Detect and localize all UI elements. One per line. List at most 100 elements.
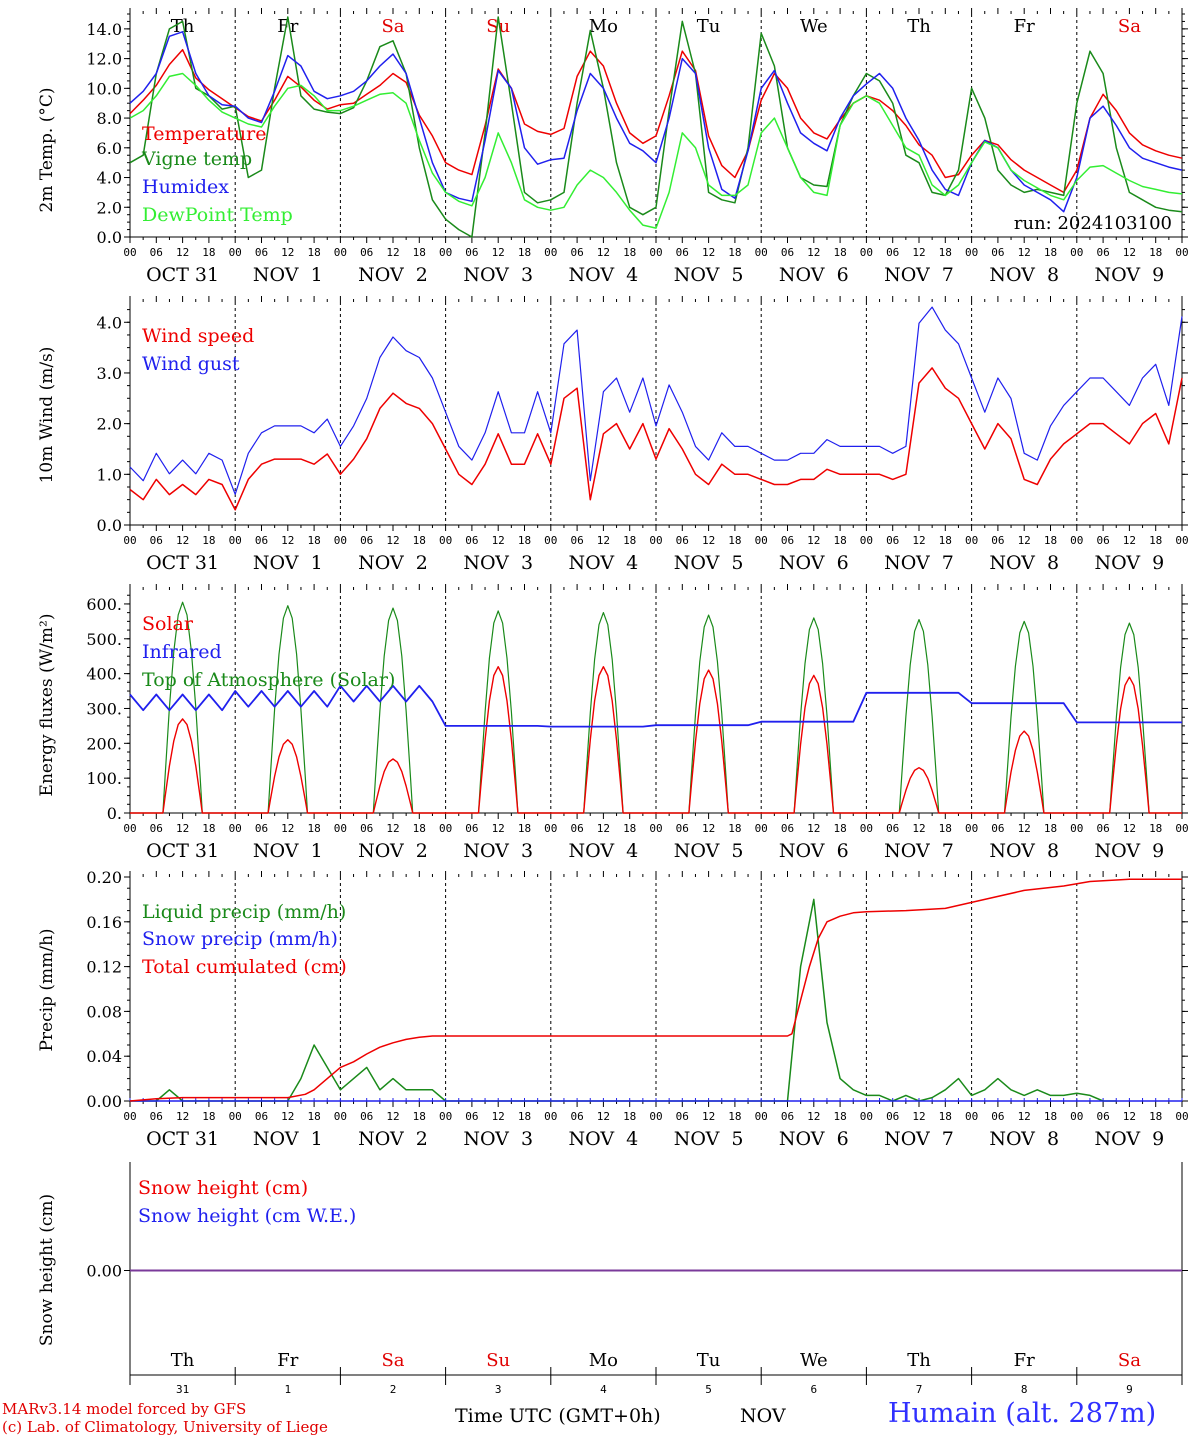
x-hour-label: 06 — [465, 534, 478, 547]
x-hour-label: 00 — [439, 822, 452, 835]
weekday-label: Th — [171, 16, 195, 37]
x-hour-label: 18 — [518, 246, 531, 259]
weekday-label: Sa — [1118, 16, 1141, 37]
x-hour-label: 06 — [991, 534, 1004, 547]
footer-month: NOV — [740, 1405, 786, 1427]
x-date-label: NOV 1 — [253, 552, 323, 574]
x-date-label: NOV 7 — [884, 552, 954, 574]
temperature-line — [129, 48, 1183, 194]
weekday-label: Fr — [277, 1350, 298, 1371]
x-hour-label: 06 — [150, 822, 163, 835]
x-date-label: NOV 4 — [569, 552, 639, 574]
x-hour-label: 00 — [755, 246, 768, 259]
x-hour-label: 18 — [1044, 1110, 1057, 1123]
x-date-label: NOV 4 — [569, 840, 639, 862]
x-hour-label: 18 — [307, 822, 320, 835]
x-hour-label: 00 — [229, 534, 242, 547]
y-tick-label: 2.0 — [97, 198, 122, 217]
x-hour-label: 18 — [623, 822, 636, 835]
x-hour-label: 06 — [781, 822, 794, 835]
weekday-label: Mo — [589, 16, 618, 37]
legend-entry: Wind gust — [142, 353, 240, 375]
day-number-label: 5 — [705, 1383, 712, 1396]
legend-entry: Snow height (cm W.E.) — [138, 1205, 356, 1227]
x-hour-label: 06 — [360, 822, 373, 835]
x-date-label: NOV 4 — [569, 264, 639, 286]
x-hour-label: 12 — [702, 822, 715, 835]
x-hour-label: 12 — [912, 534, 925, 547]
legend-entry: Snow height (cm) — [138, 1177, 308, 1199]
y-tick-label: 1.0 — [97, 465, 122, 484]
x-date-label: NOV 3 — [463, 552, 533, 574]
panel-wind: 0.0 1.0 2.0 3.0 4.0 10m Wind (m/s) 00 06 12 18 00 0… — [37, 296, 1189, 574]
x-hour-label: 00 — [439, 534, 452, 547]
x-hour-label: 00 — [123, 534, 136, 547]
y-tick-label: 4.0 — [97, 313, 122, 332]
x-date-label: NOV 3 — [463, 264, 533, 286]
x-hour-label: 12 — [807, 1110, 820, 1123]
legend-entry: Humidex — [142, 176, 229, 198]
x-hour-label: 06 — [991, 1110, 1004, 1123]
y-axis-label: Snow height (cm) — [37, 1194, 57, 1346]
panel-precip: 0.00 0.04 0.08 0.12 0.16 0.20 Precip (mm/h) 00 0… — [37, 868, 1189, 1150]
x-hour-label: 18 — [413, 1110, 426, 1123]
x-date-label: NOV 8 — [989, 552, 1059, 574]
x-hour-label: 18 — [518, 534, 531, 547]
weekday-label: Fr — [277, 16, 298, 37]
weekday-label: Th — [171, 1350, 195, 1371]
x-date-label: NOV 9 — [1095, 264, 1165, 286]
x-hour-label: 12 — [176, 1110, 189, 1123]
legend-entry: Top of Atmosphere (Solar) — [142, 669, 395, 691]
x-hour-label: 12 — [492, 534, 505, 547]
day-number-label: 7 — [916, 1383, 923, 1396]
x-hour-label: 00 — [649, 1110, 662, 1123]
x-hour-label: 00 — [860, 246, 873, 259]
x-hour-label: 12 — [1018, 534, 1031, 547]
x-hour-label: 00 — [755, 1110, 768, 1123]
x-hour-label: 18 — [939, 1110, 952, 1123]
x-hour-label: 18 — [1149, 822, 1162, 835]
y-tick-label: 6.0 — [97, 139, 122, 158]
x-hour-label: 06 — [886, 534, 899, 547]
x-hour-label: 00 — [229, 246, 242, 259]
x-hour-label: 00 — [334, 246, 347, 259]
x-hour-label: 12 — [176, 822, 189, 835]
solar-line — [130, 666, 1182, 814]
x-hour-label: 12 — [492, 1110, 505, 1123]
y-tick-label: 500. — [86, 630, 122, 649]
x-hour-label: 18 — [202, 534, 215, 547]
y-tick-label: 3.0 — [97, 364, 122, 383]
weekday-label: Tu — [697, 16, 721, 37]
x-date-label: NOV 5 — [674, 1128, 744, 1150]
x-date-label: NOV 6 — [779, 264, 849, 286]
legend-entry: Vigne temp — [141, 148, 252, 170]
y-tick-label: 0.20 — [86, 868, 122, 887]
x-hour-label: 06 — [676, 246, 689, 259]
y-tick-label: 300. — [86, 699, 122, 718]
x-hour-label: 06 — [150, 534, 163, 547]
x-hour-label: 06 — [1096, 1110, 1109, 1123]
infrared-line — [129, 684, 1182, 728]
legend-entry: Wind speed — [142, 325, 254, 347]
day-number-label: 9 — [1126, 1383, 1133, 1396]
x-hour-label: 00 — [649, 534, 662, 547]
y-tick-label: 8.0 — [97, 109, 122, 128]
x-hour-label: 12 — [1018, 246, 1031, 259]
y-tick-label: 0.0 — [97, 516, 122, 535]
x-hour-label: 00 — [439, 246, 452, 259]
x-date-label: NOV 5 — [674, 840, 744, 862]
x-hour-label: 12 — [492, 246, 505, 259]
x-hour-label: 00 — [229, 822, 242, 835]
day-number-label: 1 — [284, 1383, 291, 1396]
x-hour-label: 06 — [255, 534, 268, 547]
x-hour-label: 00 — [649, 822, 662, 835]
legend-entry: Liquid precip (mm/h) — [142, 901, 346, 923]
y-tick-label: 4.0 — [97, 169, 122, 188]
vigne-temp-line — [129, 16, 1183, 238]
x-hour-label: 06 — [1096, 246, 1109, 259]
x-hour-label: 18 — [623, 534, 636, 547]
x-hour-label: 06 — [360, 1110, 373, 1123]
x-hour-label: 18 — [1149, 534, 1162, 547]
x-hour-label: 00 — [1070, 534, 1083, 547]
